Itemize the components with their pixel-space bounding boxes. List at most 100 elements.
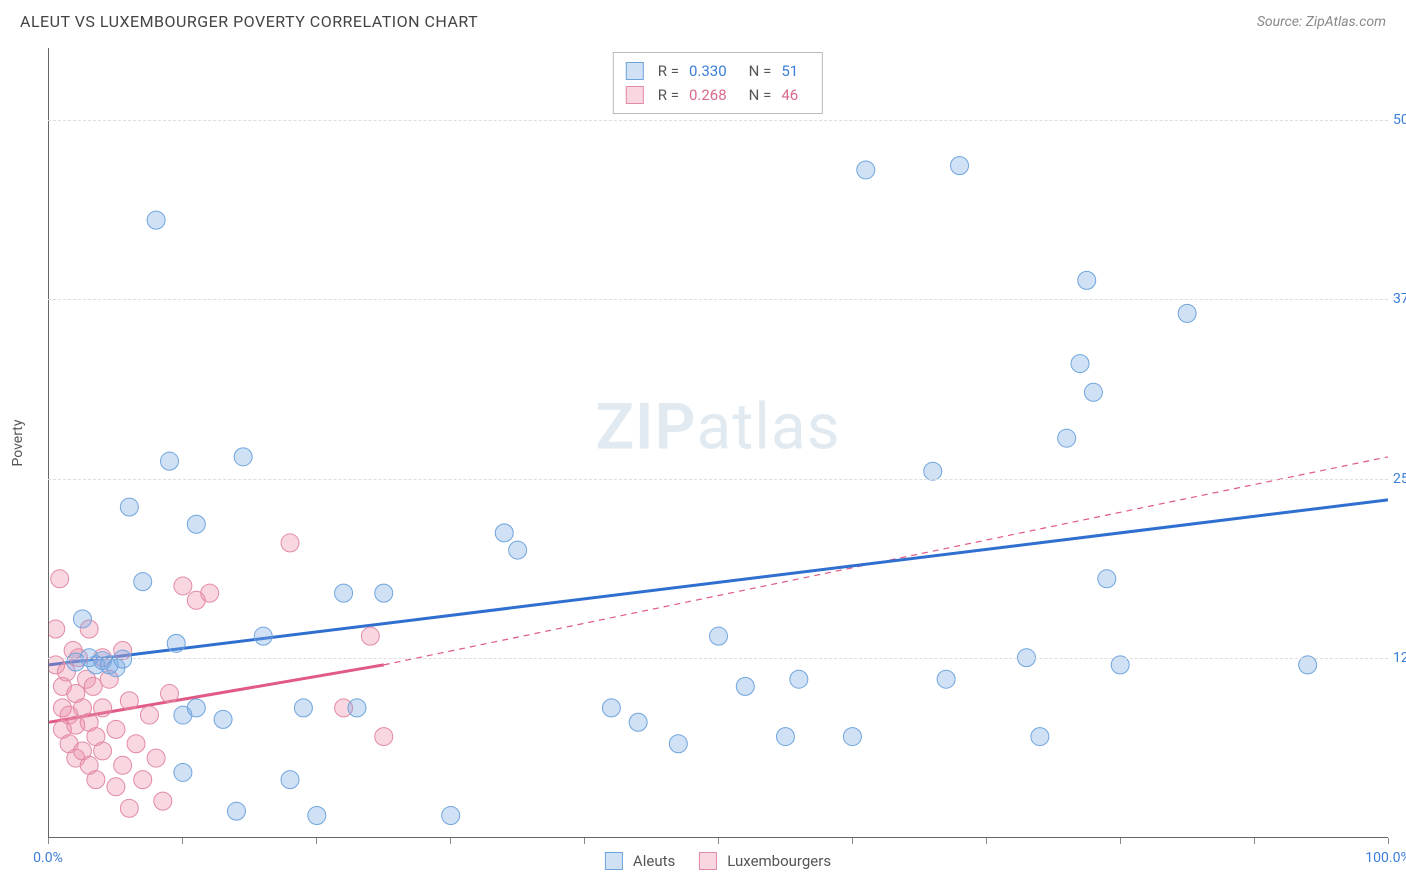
data-point-aleut: [629, 713, 647, 731]
data-point-aleut: [495, 524, 513, 542]
y-tick-label: 50.0%: [1393, 112, 1406, 128]
y-tick-label: 25.0%: [1393, 471, 1406, 487]
data-point-aleut: [294, 699, 312, 717]
data-point-aleut: [227, 802, 245, 820]
data-point-aleut: [1084, 383, 1102, 401]
data-point-aleut: [335, 584, 353, 602]
data-point-aleut: [736, 677, 754, 695]
chart-container: Poverty ZIPatlas R = 0.330 N = 51 R = 0.…: [48, 48, 1388, 838]
data-point-lux: [201, 584, 219, 602]
data-point-aleut: [234, 448, 252, 466]
data-point-aleut: [147, 211, 165, 229]
data-point-aleut: [1178, 304, 1196, 322]
data-point-aleut: [375, 584, 393, 602]
data-point-aleut: [214, 710, 232, 728]
data-point-lux: [107, 720, 125, 738]
scatter-plot: [48, 48, 1388, 838]
data-point-lux: [161, 685, 179, 703]
data-point-aleut: [167, 634, 185, 652]
x-tick: [48, 838, 49, 844]
data-point-lux: [120, 692, 138, 710]
x-tick: [1120, 838, 1121, 844]
data-point-aleut: [348, 699, 366, 717]
data-point-aleut: [937, 670, 955, 688]
x-tick: [316, 838, 317, 844]
legend-item-aleuts: Aleuts: [605, 852, 675, 870]
data-point-lux: [134, 771, 152, 789]
data-point-lux: [154, 792, 172, 810]
data-point-aleut: [254, 627, 272, 645]
data-point-lux: [87, 771, 105, 789]
data-point-aleut: [857, 161, 875, 179]
data-point-lux: [174, 577, 192, 595]
data-point-aleut: [1098, 570, 1116, 588]
data-point-aleut: [602, 699, 620, 717]
x-tick: [852, 838, 853, 844]
data-point-aleut: [924, 462, 942, 480]
stats-row-lux: R = 0.268 N = 46: [626, 83, 810, 107]
data-point-aleut: [442, 806, 460, 824]
data-point-lux: [94, 742, 112, 760]
data-point-lux: [94, 699, 112, 717]
aleut-swatch-icon: [605, 852, 623, 870]
data-point-lux: [107, 778, 125, 796]
data-point-aleut: [776, 728, 794, 746]
data-point-aleut: [843, 728, 861, 746]
source-attribution: Source: ZipAtlas.com: [1257, 14, 1386, 30]
data-point-aleut: [187, 699, 205, 717]
data-point-lux: [147, 749, 165, 767]
data-point-aleut: [1078, 271, 1096, 289]
data-point-aleut: [308, 806, 326, 824]
data-point-lux: [114, 756, 132, 774]
x-tick: [986, 838, 987, 844]
chart-header: ALEUT VS LUXEMBOURGER POVERTY CORRELATIO…: [0, 0, 1406, 39]
data-point-aleut: [1031, 728, 1049, 746]
data-point-aleut: [73, 610, 91, 628]
lux-swatch-icon: [699, 852, 717, 870]
aleut-swatch: [626, 62, 644, 80]
data-point-aleut: [1058, 429, 1076, 447]
data-point-aleut: [187, 515, 205, 533]
data-point-aleut: [1071, 355, 1089, 373]
data-point-lux: [120, 799, 138, 817]
legend-item-lux: Luxembourgers: [699, 852, 831, 870]
x-tick-label: 0.0%: [33, 850, 63, 866]
gridline: [48, 120, 1388, 121]
x-tick-label: 100.0%: [1365, 850, 1406, 866]
x-tick: [450, 838, 451, 844]
data-point-aleut: [951, 157, 969, 175]
x-tick: [1254, 838, 1255, 844]
data-point-lux: [375, 728, 393, 746]
x-tick: [182, 838, 183, 844]
y-axis-label: Poverty: [10, 419, 26, 466]
data-point-aleut: [120, 498, 138, 516]
data-point-lux: [127, 735, 145, 753]
gridline: [48, 299, 1388, 300]
lux-swatch: [626, 86, 644, 104]
y-tick-label: 37.5%: [1393, 291, 1406, 307]
data-point-aleut: [790, 670, 808, 688]
data-point-lux: [48, 620, 65, 638]
x-tick: [1388, 838, 1389, 844]
stats-row-aleuts: R = 0.330 N = 51: [626, 59, 810, 83]
data-point-aleut: [281, 771, 299, 789]
chart-title: ALEUT VS LUXEMBOURGER POVERTY CORRELATIO…: [20, 12, 478, 31]
data-point-aleut: [161, 452, 179, 470]
y-tick-label: 12.5%: [1393, 650, 1406, 666]
data-point-aleut: [174, 763, 192, 781]
data-point-aleut: [509, 541, 527, 559]
stats-legend-box: R = 0.330 N = 51 R = 0.268 N = 46: [613, 52, 823, 114]
x-tick: [718, 838, 719, 844]
data-point-lux: [84, 677, 102, 695]
data-point-aleut: [134, 573, 152, 591]
data-point-lux: [51, 570, 69, 588]
data-point-lux: [281, 534, 299, 552]
data-point-aleut: [669, 735, 687, 753]
gridline: [48, 658, 1388, 659]
data-point-aleut: [710, 627, 728, 645]
data-point-lux: [140, 706, 158, 724]
x-tick: [584, 838, 585, 844]
bottom-legend: Aleuts Luxembourgers: [605, 852, 831, 870]
data-point-lux: [361, 627, 379, 645]
gridline: [48, 479, 1388, 480]
